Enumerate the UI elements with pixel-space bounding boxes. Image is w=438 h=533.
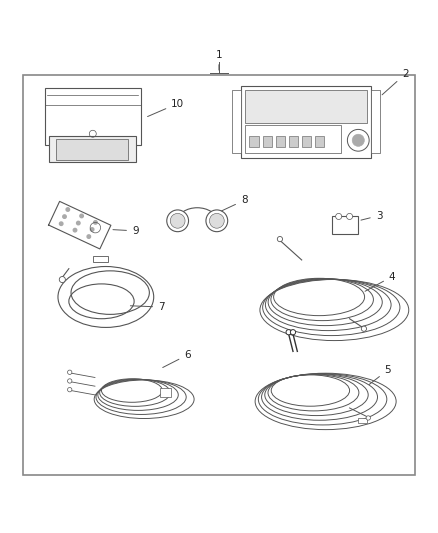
- FancyBboxPatch shape: [23, 75, 415, 475]
- Circle shape: [206, 210, 228, 232]
- FancyBboxPatch shape: [371, 90, 380, 154]
- Circle shape: [336, 213, 342, 220]
- FancyBboxPatch shape: [49, 136, 136, 162]
- Circle shape: [80, 214, 83, 217]
- FancyBboxPatch shape: [93, 256, 108, 262]
- Circle shape: [94, 221, 97, 224]
- Circle shape: [63, 215, 66, 219]
- FancyBboxPatch shape: [332, 216, 358, 234]
- Text: 4: 4: [365, 271, 396, 291]
- FancyBboxPatch shape: [245, 125, 341, 154]
- Circle shape: [77, 221, 80, 225]
- Circle shape: [286, 329, 291, 335]
- Text: 6: 6: [163, 350, 191, 368]
- Text: 1: 1: [215, 50, 223, 60]
- Circle shape: [67, 379, 72, 383]
- Circle shape: [346, 213, 353, 220]
- FancyBboxPatch shape: [45, 88, 141, 144]
- Circle shape: [290, 329, 296, 335]
- FancyBboxPatch shape: [241, 86, 371, 158]
- Circle shape: [87, 235, 91, 238]
- Circle shape: [277, 237, 283, 241]
- Polygon shape: [49, 201, 111, 249]
- Circle shape: [90, 228, 94, 231]
- Circle shape: [67, 370, 72, 375]
- Text: 2: 2: [382, 69, 408, 95]
- FancyBboxPatch shape: [358, 418, 367, 423]
- FancyBboxPatch shape: [315, 136, 324, 147]
- FancyBboxPatch shape: [289, 136, 298, 147]
- Circle shape: [170, 213, 185, 228]
- Text: 9: 9: [113, 226, 138, 236]
- Circle shape: [209, 213, 224, 228]
- Circle shape: [167, 210, 188, 232]
- Text: 10: 10: [148, 99, 184, 117]
- FancyBboxPatch shape: [160, 389, 171, 397]
- Text: 3: 3: [361, 211, 382, 221]
- Circle shape: [66, 208, 70, 211]
- Circle shape: [361, 326, 367, 332]
- Circle shape: [73, 229, 77, 232]
- Circle shape: [366, 416, 371, 420]
- Text: 7: 7: [131, 302, 165, 312]
- FancyBboxPatch shape: [262, 136, 272, 147]
- FancyBboxPatch shape: [302, 136, 311, 147]
- FancyBboxPatch shape: [56, 139, 127, 160]
- Circle shape: [352, 134, 364, 147]
- FancyBboxPatch shape: [245, 90, 367, 123]
- FancyBboxPatch shape: [250, 136, 259, 147]
- Text: 8: 8: [222, 196, 247, 211]
- Circle shape: [67, 387, 72, 392]
- Circle shape: [59, 277, 65, 282]
- Text: 5: 5: [369, 365, 391, 384]
- FancyBboxPatch shape: [276, 136, 285, 147]
- Circle shape: [60, 222, 63, 225]
- FancyBboxPatch shape: [232, 90, 241, 154]
